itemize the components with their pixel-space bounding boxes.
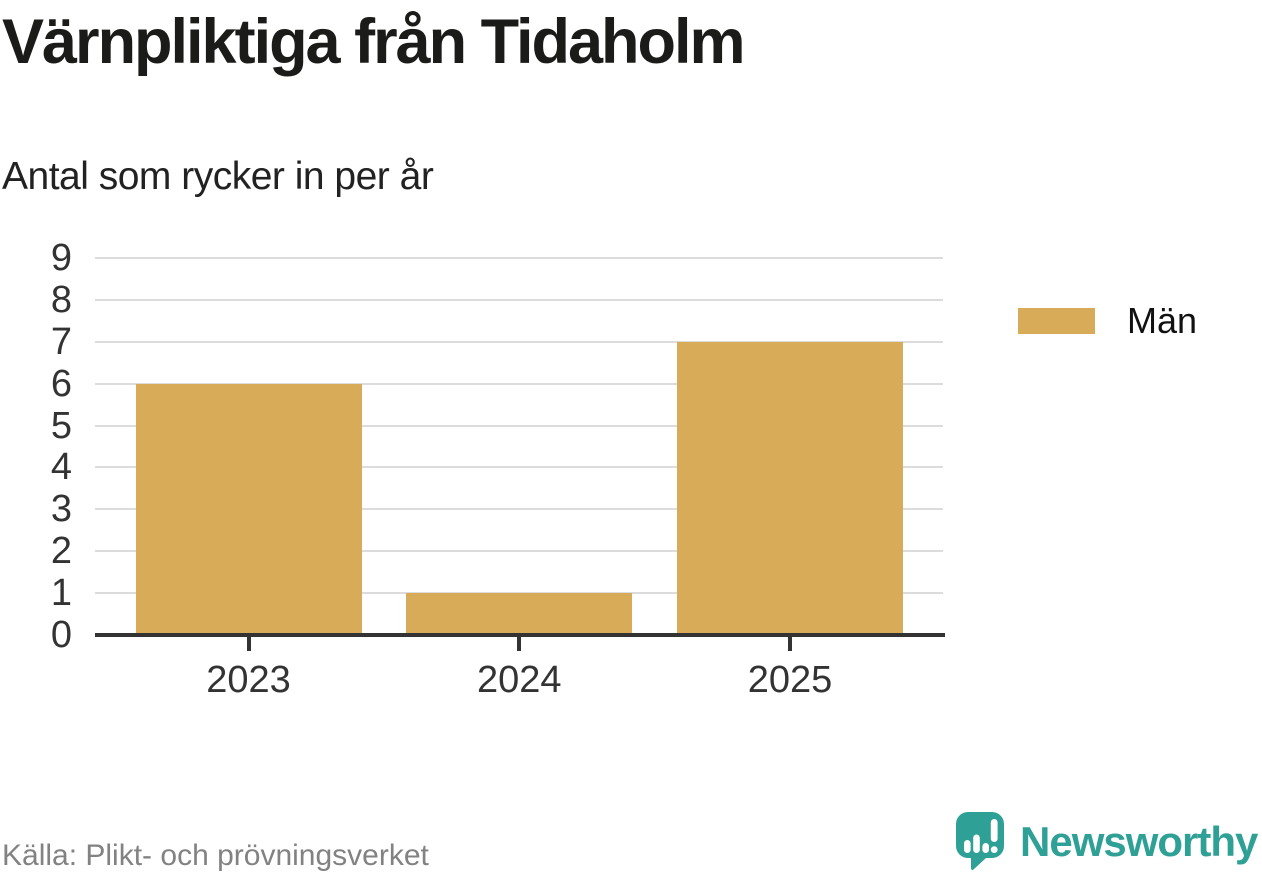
gridline-y9 [95,257,943,259]
gridline-y5 [95,424,943,427]
bar-2024 [406,593,633,635]
x-tick-2025 [788,637,792,651]
legend-swatch-men [1018,308,1095,334]
y-tick-label-8: 8 [50,278,72,321]
newsworthy-icon [956,812,1004,870]
x-tick-label-2024: 2024 [476,659,562,701]
y-tick-label-0: 0 [50,614,72,656]
gridline-y3 [95,508,943,511]
x-tick-2023 [246,637,251,651]
x-tick-2024 [517,637,522,651]
newsworthy-wordmark: Newsworthy [1020,818,1258,865]
y-tick-label-2: 2 [50,530,72,573]
y-tick-label-4: 4 [50,446,72,489]
bar-2023 [135,383,362,635]
y-tick-label-3: 3 [50,488,72,531]
newsworthy-logo: Newsworthy [956,812,1258,874]
chart-title: Värnpliktiga från Tidaholm [2,7,745,77]
y-tick-label-6: 6 [50,362,72,405]
gridline-y1 [95,592,943,595]
legend: Män [1018,300,1197,342]
y-tick-label-9: 9 [50,237,72,279]
source-attribution: Källa: Plikt- och prövningsverket [2,839,429,872]
y-tick-label-1: 1 [50,572,72,615]
x-axis-line [95,633,945,637]
gridline-y7 [95,340,943,343]
bar-2025 [677,341,903,635]
legend-label-men: Män [1127,300,1198,341]
x-tick-label-2023: 2023 [206,659,291,701]
y-tick-label-5: 5 [50,404,72,447]
y-tick-label-7: 7 [50,320,72,363]
gridline-y8 [95,298,943,301]
chart-subtitle: Antal som rycker in per år [2,155,434,198]
x-tick-label-2025: 2025 [747,659,833,701]
gridline-y4 [95,466,943,469]
gridline-y6 [95,382,943,385]
gridline-y2 [95,550,943,553]
